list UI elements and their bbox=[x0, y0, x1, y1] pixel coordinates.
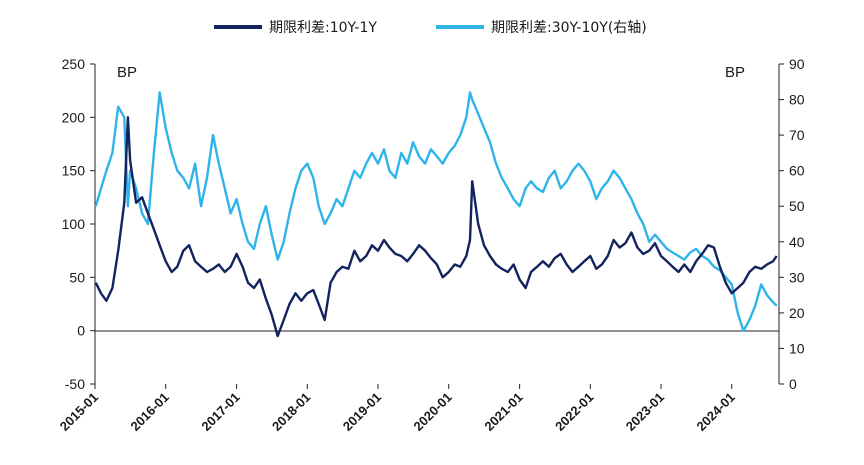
right-axis-unit-label: BP bbox=[725, 64, 745, 81]
right-axis-ticks: 90 80 70 60 50 40 30 20 10 0 bbox=[779, 56, 805, 392]
x-axis-ticks: 2015-01 2016-01 2017-01 2018-01 2019-01 2020-… bbox=[57, 384, 738, 434]
x-tick-label: 2015-01 bbox=[57, 390, 101, 434]
left-tick-label: 0 bbox=[77, 323, 85, 339]
x-tick-label: 2023-01 bbox=[623, 390, 667, 434]
x-tick-label: 2016-01 bbox=[127, 390, 171, 434]
left-tick-label: 100 bbox=[62, 216, 86, 232]
x-tick-label: 2017-01 bbox=[198, 390, 242, 434]
legend-label-10y-1y: 期限利差:10Y-1Y bbox=[269, 20, 377, 36]
right-tick-label: 80 bbox=[789, 92, 805, 108]
left-tick-label: 50 bbox=[69, 269, 85, 285]
left-axis-unit-label: BP bbox=[117, 64, 137, 81]
left-tick-label: 150 bbox=[62, 163, 86, 179]
right-tick-label: 40 bbox=[789, 234, 805, 250]
right-tick-label: 50 bbox=[789, 198, 805, 214]
right-tick-label: 60 bbox=[789, 163, 805, 179]
left-tick-label: 200 bbox=[62, 109, 86, 125]
series-line-30y-10y bbox=[94, 91, 778, 332]
right-tick-label: 20 bbox=[789, 305, 805, 321]
x-tick-label: 2024-01 bbox=[694, 390, 738, 434]
x-tick-label: 2019-01 bbox=[340, 390, 384, 434]
x-tick-label: 2021-01 bbox=[481, 390, 525, 434]
left-axis-ticks: 250 200 150 100 50 0 -50 bbox=[62, 56, 95, 392]
left-tick-label: -50 bbox=[65, 376, 85, 392]
right-tick-label: 10 bbox=[789, 340, 805, 356]
x-tick-label: 2020-01 bbox=[410, 390, 454, 434]
x-tick-label: 2018-01 bbox=[269, 390, 313, 434]
right-tick-label: 70 bbox=[789, 127, 805, 143]
legend-label-30y-10y: 期限利差:30Y-10Y(右轴) bbox=[491, 20, 647, 36]
left-tick-label: 250 bbox=[62, 56, 86, 72]
x-tick-label: 2022-01 bbox=[552, 390, 596, 434]
legend: 期限利差:10Y-1Y 期限利差:30Y-10Y(右轴) bbox=[214, 20, 647, 36]
right-tick-label: 0 bbox=[789, 376, 797, 392]
series-line-10y-1y bbox=[94, 116, 778, 338]
right-tick-label: 30 bbox=[789, 269, 805, 285]
right-tick-label: 90 bbox=[789, 56, 805, 72]
